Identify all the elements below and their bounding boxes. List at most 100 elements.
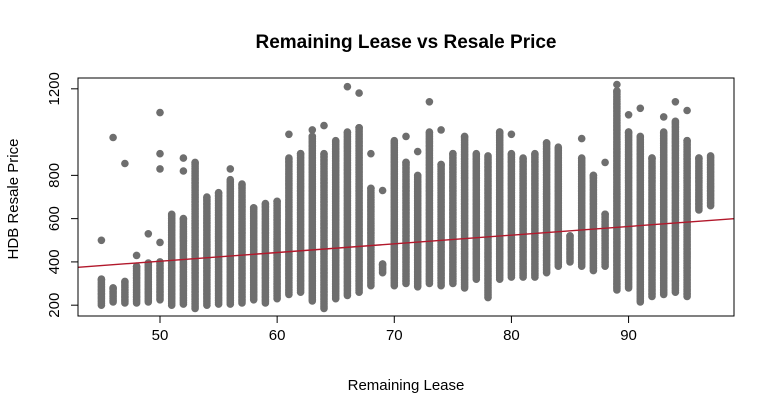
data-point — [343, 128, 352, 136]
data-point — [531, 149, 539, 158]
data-point — [449, 149, 457, 158]
data-point — [249, 204, 258, 212]
data-point — [261, 199, 270, 208]
regression-line-layer — [77, 217, 735, 269]
data-point-outlier — [156, 165, 164, 173]
y-tick-label: 200 — [46, 293, 63, 318]
regression-line — [77, 217, 735, 269]
y-tick-label: 600 — [46, 206, 63, 231]
data-point-outlier — [156, 149, 164, 158]
scatter-points — [97, 80, 715, 313]
data-point — [273, 197, 281, 206]
data-point — [167, 210, 176, 219]
x-axis: 50 60 70 80 90 — [152, 315, 637, 344]
data-point-outlier — [671, 98, 680, 106]
data-point — [308, 132, 317, 141]
data-point — [484, 152, 492, 160]
data-point — [507, 149, 516, 158]
data-point-outlier — [367, 149, 375, 158]
data-point-outlier — [156, 238, 164, 247]
data-point — [214, 188, 223, 197]
data-point — [636, 132, 645, 141]
data-point — [542, 139, 551, 147]
y-axis-label: HDB Resale Price — [5, 139, 22, 260]
data-point — [413, 171, 422, 180]
data-point-outlier — [601, 158, 609, 167]
data-point — [226, 175, 235, 184]
data-point-outlier — [437, 126, 445, 134]
data-point — [203, 193, 211, 201]
data-point — [425, 128, 434, 136]
data-point — [659, 128, 668, 136]
data-point — [601, 210, 609, 219]
data-point-outlier — [132, 251, 141, 260]
chart-title: Remaining Lease vs Resale Price — [256, 32, 557, 53]
data-point-outlier — [355, 89, 363, 97]
data-point — [706, 152, 715, 160]
data-point-outlier — [343, 82, 352, 91]
data-point — [648, 154, 656, 162]
data-point — [577, 154, 586, 162]
data-point-outlier — [577, 134, 586, 143]
y-tick-label: 800 — [46, 163, 63, 188]
data-point-outlier — [226, 165, 235, 173]
data-point-outlier — [683, 106, 691, 115]
data-point-outlier — [144, 230, 153, 238]
data-point-outlier — [378, 186, 387, 195]
data-point — [144, 259, 153, 267]
data-point — [613, 87, 621, 95]
data-point — [671, 117, 680, 126]
y-axis: 200 400 600 800 1200 — [46, 72, 79, 318]
x-tick-label: 60 — [269, 327, 286, 344]
data-point-outlier — [179, 154, 188, 162]
data-point — [285, 154, 293, 162]
data-point — [437, 160, 445, 169]
data-point — [695, 154, 703, 162]
data-point — [472, 149, 481, 158]
data-point-outlier — [179, 167, 188, 175]
x-tick-label: 90 — [620, 327, 637, 344]
data-point — [624, 128, 633, 136]
data-point — [179, 214, 188, 223]
x-tick-label: 50 — [152, 327, 169, 344]
data-point-outlier — [308, 126, 317, 134]
data-point — [109, 284, 117, 292]
data-point-outlier — [402, 132, 410, 141]
x-tick-label: 70 — [386, 327, 403, 344]
x-axis-label: Remaining Lease — [348, 377, 465, 394]
data-point — [121, 277, 129, 286]
data-point-outlier — [507, 130, 516, 139]
data-point-outlier — [659, 113, 668, 121]
x-tick-label: 80 — [503, 327, 520, 344]
data-point — [519, 154, 527, 162]
data-point — [554, 143, 563, 151]
data-point-outlier — [285, 130, 293, 139]
data-point — [320, 149, 328, 158]
data-point-outlier — [320, 121, 328, 130]
data-point — [390, 136, 399, 145]
data-point — [495, 128, 504, 136]
data-point — [589, 171, 598, 180]
data-point-outlier — [425, 98, 434, 106]
data-point-outlier — [413, 147, 422, 156]
data-point — [238, 180, 246, 188]
data-point-outlier — [156, 108, 164, 117]
data-point — [132, 262, 141, 271]
data-point-outlier — [613, 80, 621, 89]
data-point-outlier — [97, 236, 106, 245]
data-point-outlier — [109, 133, 117, 142]
data-point-outlier — [636, 104, 645, 113]
y-tick-label: 400 — [46, 249, 63, 274]
data-point — [460, 132, 469, 141]
data-point — [367, 184, 375, 193]
data-point — [97, 275, 106, 284]
data-point — [566, 232, 574, 240]
data-point-outlier — [624, 111, 633, 119]
data-point — [683, 136, 691, 145]
data-point — [296, 149, 305, 158]
y-tick-label: 1200 — [46, 72, 63, 105]
data-point — [191, 158, 199, 167]
data-point — [331, 136, 340, 145]
data-point — [402, 158, 410, 167]
